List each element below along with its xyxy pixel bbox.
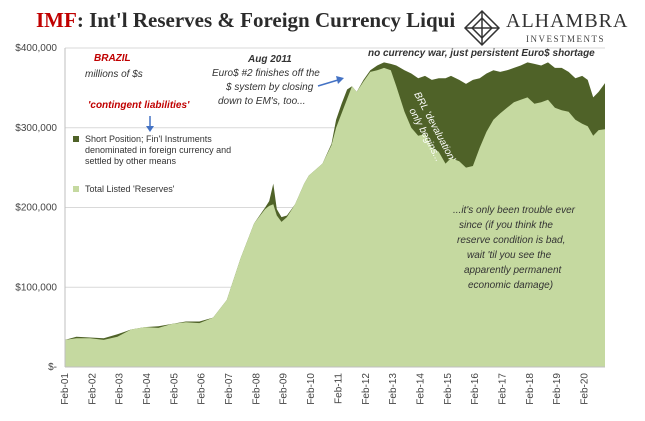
annotation-shortage: no currency war, just persistent Euro$ s…	[368, 48, 595, 59]
annotation-trouble-line4: wait 'til you see the	[467, 250, 552, 261]
annotation-trouble-line1: ...it's only been trouble ever	[453, 205, 576, 216]
y-tick-label: $-	[48, 362, 57, 373]
title-rest: : Int'l Reserves & Foreign Currency Liqu…	[76, 8, 456, 32]
x-tick-label: Feb-05	[169, 373, 180, 405]
y-tick-label: $100,000	[15, 282, 57, 293]
logo: ALHAMBRA INVESTMENTS	[462, 8, 642, 50]
x-tick-label: Feb-01	[60, 373, 71, 405]
x-tick-label: Feb-13	[388, 373, 399, 405]
legend-label-short-line3: settled by other means	[85, 156, 177, 166]
x-tick-label: Feb-02	[87, 373, 98, 405]
x-tick-label: Feb-12	[361, 373, 372, 405]
contingent-arrow-head	[146, 126, 154, 132]
x-tick-label: Feb-04	[142, 373, 153, 405]
aug-arrow-head	[336, 76, 344, 84]
annotation-contingent: 'contingent liabilities'	[88, 100, 190, 111]
x-tick-labels: Feb-01 Feb-02 Feb-03 Feb-04 Feb-05 Feb-06 Feb-…	[60, 373, 591, 405]
legend-label-short-line2: denominated in foreign currency and	[85, 145, 231, 155]
annotation-brazil: BRAZIL	[94, 53, 131, 64]
annotation-trouble-line6: economic damage)	[468, 280, 553, 291]
annotation-aug-title: Aug 2011	[247, 54, 292, 65]
annotation-trouble-line2: since (if you think the	[459, 220, 553, 231]
annotation-units: millions of $s	[85, 69, 143, 80]
annotation-trouble: ...it's only been trouble ever since (if…	[453, 205, 576, 291]
title-prefix: IMF	[36, 8, 77, 32]
annotation-trouble-line5: apparently permanent	[464, 265, 563, 276]
logo-name: ALHAMBRA	[506, 10, 629, 32]
x-tick-label: Feb-17	[498, 373, 509, 405]
y-tick-labels: $- $100,000 $200,000 $300,000 $400,000	[15, 43, 57, 373]
x-tick-label: Feb-10	[306, 373, 317, 405]
annotation-aug-line2: $ system by closing	[225, 82, 314, 93]
logo-subtitle: INVESTMENTS	[526, 34, 605, 44]
x-tick-label: Feb-06	[197, 373, 208, 405]
legend-swatch-short-position	[73, 136, 79, 142]
annotation-aug-line1: Euro$ #2 finishes off the	[212, 68, 320, 79]
x-tick-label: Feb-07	[224, 373, 235, 405]
x-tick-label: Feb-15	[443, 373, 454, 405]
annotation-trouble-line3: reserve condition is bad,	[457, 235, 565, 246]
x-tick-label: Feb-16	[470, 373, 481, 405]
x-tick-label: Feb-20	[580, 373, 591, 405]
y-tick-label: $400,000	[15, 43, 57, 54]
annotation-aug-line3: down to EM's, too...	[218, 96, 306, 107]
page-title: IMF: Int'l Reserves & Foreign Currency L…	[36, 8, 456, 34]
x-tick-label: Feb-08	[251, 373, 262, 405]
x-tick-label: Feb-14	[415, 373, 426, 405]
aug-arrow	[317, 79, 339, 87]
x-tick-label: Feb-09	[279, 373, 290, 405]
x-tick-label: Feb-18	[525, 373, 536, 405]
y-tick-label: $300,000	[15, 123, 57, 134]
reserves-area	[65, 67, 605, 368]
legend-label-reserves: Total Listed 'Reserves'	[85, 184, 175, 194]
legend-swatch-reserves	[73, 186, 79, 192]
x-tick-label: Feb-19	[552, 373, 563, 405]
y-tick-label: $200,000	[15, 203, 57, 214]
legend-label-short-line1: Short Position; Fin'l Instruments	[85, 134, 212, 144]
logo-diamond-icon	[463, 9, 501, 47]
x-tick-label: Feb-11	[333, 373, 344, 404]
x-tick-label: Feb-03	[115, 373, 126, 405]
